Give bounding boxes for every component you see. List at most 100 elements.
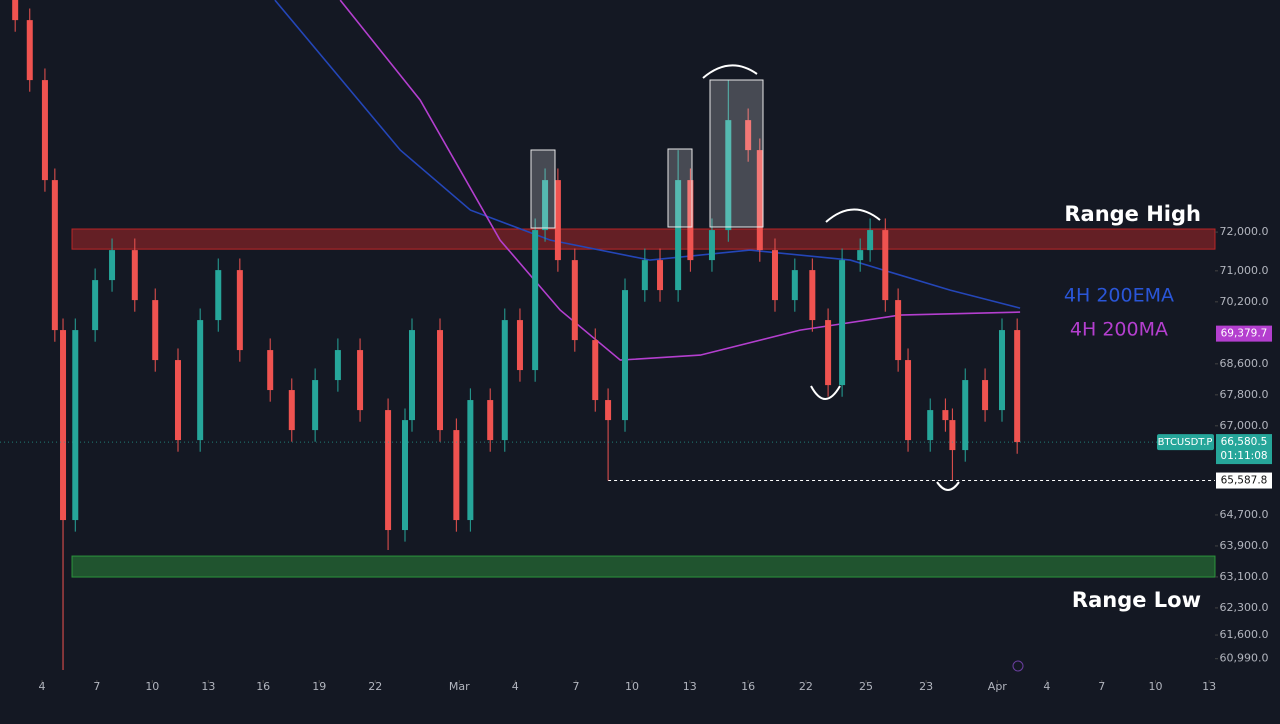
candle-body xyxy=(927,410,934,441)
arc xyxy=(936,481,960,491)
x-tick-label: 16 xyxy=(256,680,270,693)
candle-body xyxy=(334,350,341,381)
arc xyxy=(702,64,758,79)
candle-body xyxy=(72,330,79,521)
candle-body xyxy=(825,320,832,386)
candle-body xyxy=(998,330,1005,411)
x-tick-label: Mar xyxy=(449,680,470,693)
y-tick-label: 70,200.0 xyxy=(1220,295,1269,308)
price-badge-label: 66,580.5 xyxy=(1221,436,1268,448)
x-tick-label: 4 xyxy=(39,680,46,693)
candle-body xyxy=(51,180,58,331)
candle-body xyxy=(409,330,416,421)
level-label: 65,587.8 xyxy=(1221,475,1268,487)
candle-body xyxy=(41,80,48,181)
moving-average xyxy=(274,0,1021,309)
candle-body xyxy=(745,120,752,151)
x-tick-label: 23 xyxy=(919,680,933,693)
candle-body xyxy=(532,230,539,371)
x-tick-label: 19 xyxy=(312,680,326,693)
candle-body xyxy=(905,360,912,441)
candle-body xyxy=(26,20,33,81)
candle-body xyxy=(605,400,612,421)
x-tick-label: 25 xyxy=(859,680,873,693)
x-tick-label: 4 xyxy=(512,680,519,693)
y-tick-label: 63,900.0 xyxy=(1220,539,1269,552)
zone-label: Range High xyxy=(1064,202,1201,226)
zone xyxy=(71,228,1216,250)
y-tick-label: 67,800.0 xyxy=(1220,388,1269,401)
countdown-label: 01:11:08 xyxy=(1220,450,1267,462)
candle-body xyxy=(675,180,682,291)
candle-body xyxy=(236,270,243,351)
candle-body xyxy=(197,320,204,441)
candle-body xyxy=(12,0,19,21)
x-tick-label: 7 xyxy=(93,680,100,693)
candle-body xyxy=(92,280,99,331)
arc xyxy=(810,385,841,400)
y-tick-label: 67,000.0 xyxy=(1220,419,1269,432)
candle-body xyxy=(516,320,523,371)
price-badge-label: 69,379.7 xyxy=(1221,328,1268,340)
candle-body xyxy=(501,320,508,441)
candle-body xyxy=(942,410,949,421)
candle-body xyxy=(312,380,319,431)
candle-body xyxy=(725,120,732,231)
x-tick-label: 7 xyxy=(1098,680,1105,693)
candle-body xyxy=(60,330,67,521)
candle-body xyxy=(641,260,648,291)
candle-body xyxy=(708,230,715,261)
x-tick-label: 4 xyxy=(1043,680,1050,693)
symbol-badge xyxy=(1157,434,1214,451)
candle-body xyxy=(131,250,138,301)
y-tick-label: 71,000.0 xyxy=(1220,264,1269,277)
candle-body xyxy=(962,380,969,451)
candle-body xyxy=(1014,330,1021,443)
candle-body xyxy=(487,400,494,441)
candle-body xyxy=(385,410,392,531)
y-tick-label: 61,600.0 xyxy=(1220,628,1269,641)
x-tick-label: 13 xyxy=(201,680,215,693)
candle-body xyxy=(791,270,798,301)
plot-area xyxy=(0,0,1218,683)
y-tick-label: 62,300.0 xyxy=(1220,601,1269,614)
candle-body xyxy=(982,380,989,411)
candle-body xyxy=(542,180,549,231)
highlight-box xyxy=(667,148,693,228)
y-tick-label: 60,990.0 xyxy=(1220,652,1269,665)
price-badge xyxy=(1216,325,1272,342)
moving-average xyxy=(339,0,1021,361)
y-tick-label: 64,700.0 xyxy=(1220,508,1269,521)
x-tick-label: 10 xyxy=(145,680,159,693)
highlight-box xyxy=(709,79,764,228)
overlay-label: 4H 200EMA xyxy=(1064,285,1174,307)
price-badge xyxy=(1216,434,1272,465)
x-tick-label: 13 xyxy=(1202,680,1216,693)
candle-body xyxy=(687,180,694,261)
candle-body xyxy=(215,270,222,321)
candle-body xyxy=(467,400,474,521)
candle-body xyxy=(571,260,578,341)
candle-body xyxy=(267,350,274,391)
candle-body xyxy=(771,250,778,301)
candle-body xyxy=(554,180,561,261)
candle-body xyxy=(857,250,864,261)
candle-body xyxy=(895,300,902,361)
y-tick-label: 72,000.0 xyxy=(1220,225,1269,238)
candle-body xyxy=(402,420,408,531)
candle-body xyxy=(839,260,846,386)
x-tick-label: Apr xyxy=(988,680,1008,693)
candle-body xyxy=(867,230,874,251)
candle-body xyxy=(109,250,116,281)
y-tick-label: 68,600.0 xyxy=(1220,357,1269,370)
x-tick-label: 10 xyxy=(625,680,639,693)
candle-body xyxy=(622,290,629,421)
x-tick-label: 13 xyxy=(683,680,697,693)
overlay-label: 4H 200MA xyxy=(1070,319,1168,341)
icon xyxy=(1012,660,1024,672)
zone xyxy=(71,555,1216,578)
candle-body xyxy=(357,350,364,411)
candle-body xyxy=(949,420,956,451)
candle-body xyxy=(756,150,763,251)
